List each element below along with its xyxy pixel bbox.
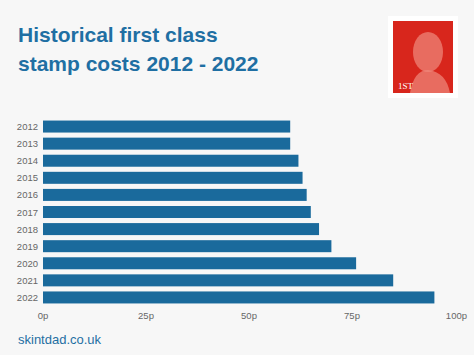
bar: [43, 240, 331, 252]
category-label: 2018: [17, 224, 38, 235]
title-line: Historical first class: [18, 23, 218, 46]
category-label: 2014: [17, 155, 38, 166]
tick-label: 25p: [138, 310, 154, 321]
stamp-label: 1ST: [398, 81, 414, 91]
category-label: 2019: [17, 241, 38, 252]
title-line: stamp costs 2012 - 2022: [18, 52, 258, 75]
stamp: 1ST: [388, 16, 458, 98]
title: Historical first class stamp costs 2012 -…: [18, 23, 258, 75]
bar: [43, 257, 356, 269]
bar: [43, 155, 298, 167]
tick-label: 0p: [38, 310, 49, 321]
category-label: 2022: [17, 292, 38, 303]
bar: [43, 189, 307, 201]
bar: [43, 206, 311, 218]
bar: [43, 121, 290, 133]
category-label: 2016: [17, 189, 38, 200]
category-label: 2020: [17, 258, 38, 269]
bar: [43, 291, 434, 303]
bars: [43, 121, 434, 304]
bar: [43, 172, 303, 184]
stamp-shoulders: [410, 70, 450, 93]
background: [0, 0, 474, 355]
tick-label: 75p: [344, 310, 360, 321]
tick-label: 100p: [446, 310, 467, 321]
bar: [43, 138, 290, 150]
category-label: 2013: [17, 138, 38, 149]
category-label: 2021: [17, 275, 38, 286]
bar: [43, 223, 319, 235]
source: skintdad.co.uk: [18, 332, 102, 347]
tick-label: 50p: [241, 310, 257, 321]
stamp-face: [393, 21, 453, 93]
category-label: 2012: [17, 121, 38, 132]
category-label: 2015: [17, 172, 38, 183]
chart: Historical first class stamp costs 2012 -…: [0, 0, 474, 355]
stamp-border: [388, 16, 458, 98]
category-label: 2017: [17, 207, 38, 218]
bar: [43, 274, 393, 286]
stamp-head: [413, 32, 443, 72]
